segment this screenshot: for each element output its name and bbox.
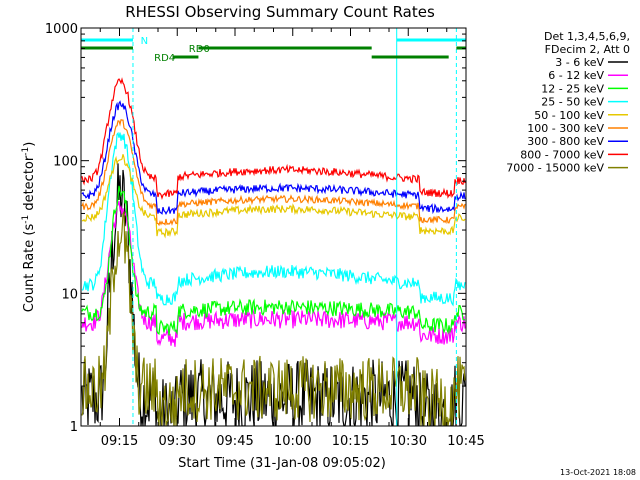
y-tick-label: 10 <box>61 287 78 302</box>
legend-label: 3 - 6 keV <box>555 56 604 69</box>
x-tick-label: 10:00 <box>274 434 311 449</box>
plot-area <box>81 28 466 426</box>
series-line-1 <box>81 200 466 347</box>
series-line-4 <box>81 154 466 239</box>
x-tick-label: 10:45 <box>447 434 484 449</box>
legend-label: 50 - 100 keV <box>534 109 604 122</box>
series-line-5 <box>81 119 466 227</box>
chart-title: RHESSI Observing Summary Count Rates <box>125 3 435 21</box>
legend-header: FDecim 2, Att 0 <box>545 43 630 56</box>
legend: Det 1,3,4,5,6,9,FDecim 2, Att 03 - 6 keV… <box>506 30 630 175</box>
legend-label: 12 - 25 keV <box>541 82 604 95</box>
series-line-7 <box>81 77 466 201</box>
state-bar-label: RD0 <box>189 44 210 55</box>
legend-label: 800 - 7000 keV <box>520 148 604 161</box>
series-line-6 <box>81 100 466 216</box>
legend-label: 6 - 12 keV <box>548 69 604 82</box>
state-bar-label: RD4 <box>154 53 175 64</box>
x-tick-label: 10:30 <box>390 434 427 449</box>
x-tick-label: 09:45 <box>216 434 253 449</box>
x-tick-label: 09:15 <box>101 434 138 449</box>
x-axis-label: Start Time (31-Jan-08 09:05:02) <box>178 456 386 471</box>
y-tick-label: 1000 <box>45 22 78 37</box>
legend-label: 25 - 50 keV <box>541 96 604 109</box>
y-axis-label-end: ) <box>22 142 37 147</box>
series-line-2 <box>81 185 466 336</box>
y-tick-label: 1 <box>70 420 78 435</box>
y-tick-label: 100 <box>53 155 78 170</box>
state-bars: N RD0 RD4 <box>81 36 466 64</box>
x-tick-label: 10:15 <box>332 434 369 449</box>
legend-header: Det 1,3,4,5,6,9, <box>544 30 630 43</box>
series-line-8 <box>81 211 466 426</box>
y-axis-label-main: Count Rate (s <box>22 224 37 313</box>
y-axis-label-sup: -1 <box>21 215 31 224</box>
y-axis-label-sup-2: -1 <box>21 147 31 156</box>
series-line-3 <box>81 131 466 307</box>
legend-label: 7000 - 15000 keV <box>506 162 604 175</box>
x-tick-label: 09:30 <box>159 434 196 449</box>
legend-label: 100 - 300 keV <box>527 122 604 135</box>
timestamp: 13-Oct-2021 18:08 <box>560 468 636 477</box>
y-axis-label: Count Rate (s-1 detector-1) <box>21 142 37 313</box>
series-line-0 <box>81 163 466 426</box>
x-axis: 09:15 09:30 09:45 10:00 10:15 10:30 10:45 <box>80 28 485 449</box>
y-axis-label-tail: detector <box>22 155 37 215</box>
legend-label: 300 - 800 keV <box>527 135 604 148</box>
plot-frame <box>80 27 467 427</box>
state-bar-label: N <box>141 36 148 47</box>
y-axis: 1 10 100 1000 <box>45 22 466 435</box>
